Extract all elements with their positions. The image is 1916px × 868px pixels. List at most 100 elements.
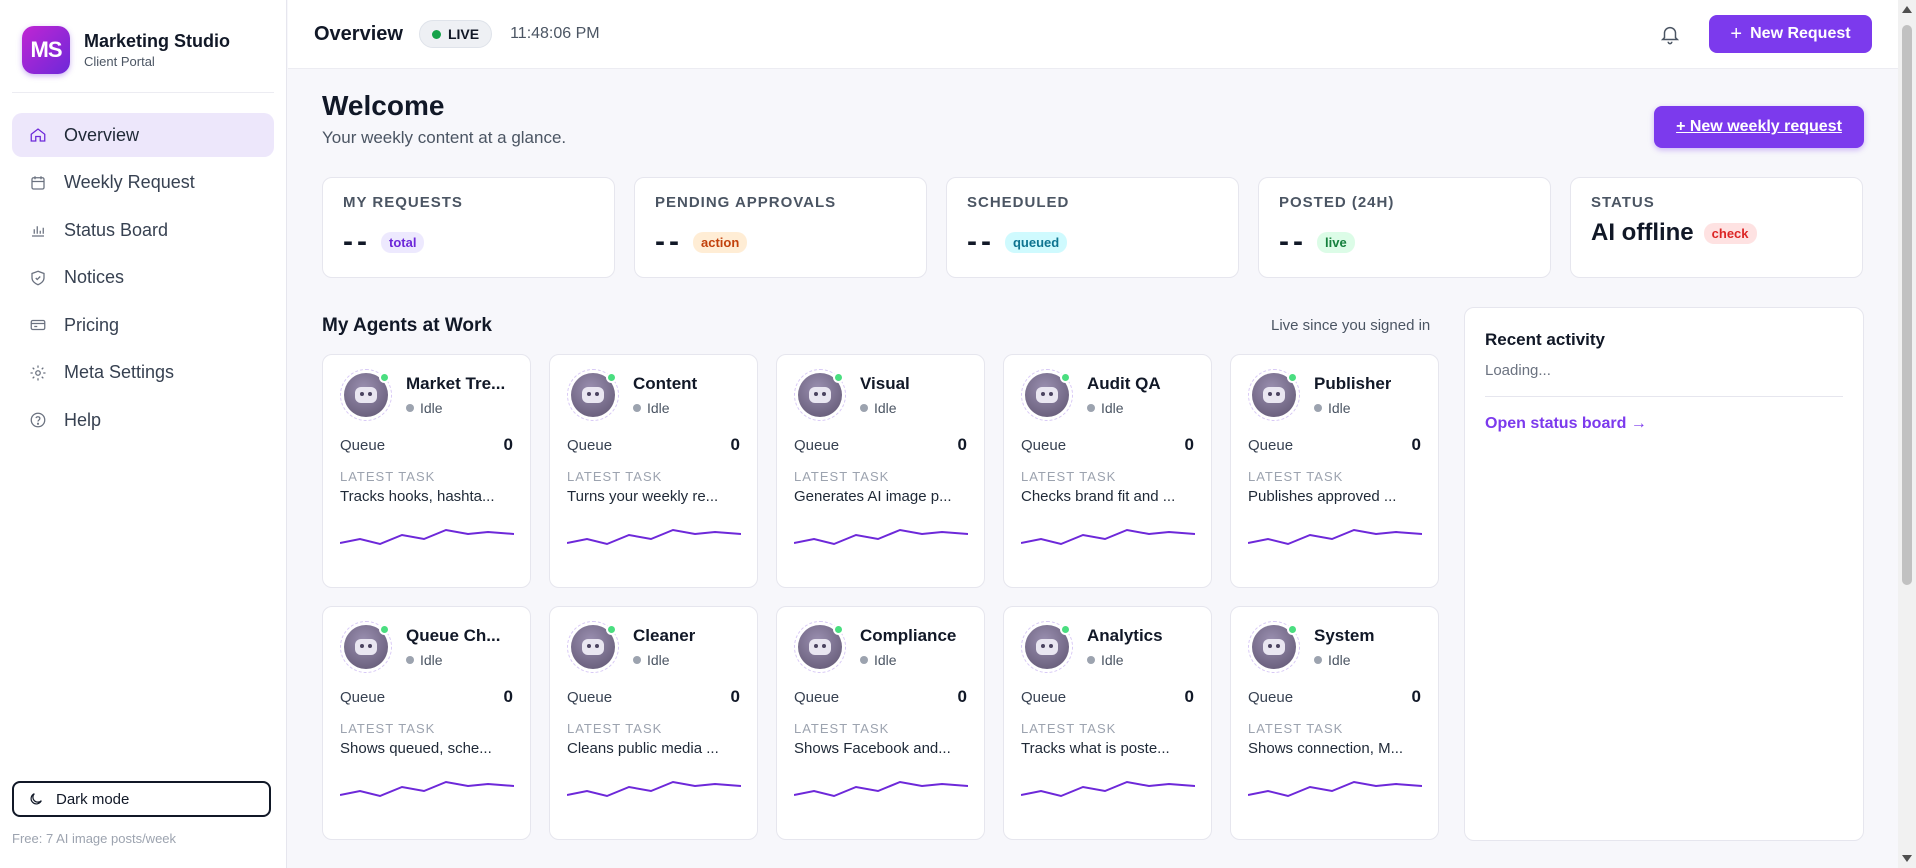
sidebar-item-meta-settings[interactable]: Meta Settings <box>12 351 274 395</box>
bar-chart-icon <box>28 220 48 240</box>
agent-avatar <box>567 621 619 673</box>
latest-task-text: Publishes approved ... <box>1248 488 1397 505</box>
status-dot-icon <box>633 656 641 664</box>
agent-avatar <box>340 621 392 673</box>
agent-name: Content <box>633 374 698 393</box>
sidebar-item-label: Help <box>64 409 102 430</box>
dark-mode-button[interactable]: Dark mode <box>12 781 271 817</box>
robot-icon <box>1263 639 1285 655</box>
stat-value: -- <box>1279 225 1307 258</box>
welcome-subtitle: Your weekly content at a glance. <box>322 128 567 147</box>
latest-task-label: LATEST TASK <box>1248 721 1344 736</box>
topbar: Overview LIVE 11:48:06 PM + New Request <box>288 0 1898 69</box>
sidebar-item-label: Weekly Request <box>64 172 195 192</box>
activity-sparkline <box>566 780 742 798</box>
stat-badge: queued <box>1004 231 1068 253</box>
sidebar-item-status-board[interactable]: Status Board <box>12 208 274 252</box>
scroll-up-icon[interactable] <box>1902 6 1912 13</box>
sidebar-item-overview[interactable]: Overview <box>12 113 274 157</box>
activity-sparkline <box>1020 528 1196 546</box>
online-dot-icon <box>1060 372 1071 383</box>
queue-label: Queue <box>794 688 840 706</box>
status-dot-icon <box>1087 404 1095 412</box>
stat-label: MY REQUESTS <box>343 194 463 211</box>
latest-task-text: Generates AI image p... <box>794 488 952 505</box>
sidebar-item-pricing[interactable]: Pricing <box>12 303 274 347</box>
sidebar-item-notices[interactable]: Notices <box>12 256 274 300</box>
status-dot-icon <box>860 404 868 412</box>
agent-status: Idle <box>1328 652 1351 668</box>
agent-avatar <box>1021 369 1073 421</box>
agent-card[interactable]: Compliance Idle Queue 0 LATEST TASK Shows Fac… <box>776 606 985 840</box>
agent-card[interactable]: Visual Idle Queue 0 LATEST TASK Generates AI … <box>776 354 985 588</box>
agent-avatar <box>1248 369 1300 421</box>
latest-task-label: LATEST TASK <box>567 721 663 736</box>
latest-task-text: Tracks hooks, hashta... <box>340 488 495 505</box>
queue-value: 0 <box>1411 435 1421 454</box>
latest-task-label: LATEST TASK <box>567 469 663 484</box>
agent-card[interactable]: Market Tre... Idle Queue 0 LATEST TASK Tracks… <box>322 354 531 588</box>
agents-section-title: My Agents at Work <box>322 315 492 336</box>
robot-icon <box>809 639 831 655</box>
sidebar-item-weekly-request[interactable]: Weekly Request <box>12 161 274 205</box>
robot-icon <box>355 387 377 403</box>
queue-value: 0 <box>503 687 513 706</box>
queue-label: Queue <box>1248 688 1294 706</box>
plan-note: Free: 7 AI image posts/week <box>12 831 177 846</box>
stat-label: POSTED (24H) <box>1279 194 1395 211</box>
latest-task-label: LATEST TASK <box>340 469 436 484</box>
latest-task-text: Shows queued, sche... <box>340 740 492 757</box>
robot-icon <box>582 639 604 655</box>
new-request-label: New Request <box>1750 25 1851 42</box>
open-status-board-link[interactable]: Open status board → <box>1485 415 1647 432</box>
agent-card[interactable]: Content Idle Queue 0 LATEST TASK Turns your w… <box>549 354 758 588</box>
activity-sparkline <box>1020 780 1196 798</box>
agent-card[interactable]: System Idle Queue 0 LATEST TASK Shows connect… <box>1230 606 1439 840</box>
agent-status: Idle <box>1328 400 1351 416</box>
queue-value: 0 <box>730 435 740 454</box>
help-icon <box>28 410 48 430</box>
live-badge: LIVE <box>418 20 493 48</box>
latest-task-text: Cleans public media ... <box>567 740 719 757</box>
new-weekly-request-button[interactable]: + New weekly request <box>1654 106 1864 148</box>
agent-card[interactable]: Audit QA Idle Queue 0 LATEST TASK Checks bran… <box>1003 354 1212 588</box>
robot-icon <box>1036 639 1058 655</box>
agent-status: Idle <box>874 652 897 668</box>
scroll-down-icon[interactable] <box>1902 855 1912 862</box>
brand-subtitle: Client Portal <box>84 54 155 69</box>
online-dot-icon <box>606 624 617 635</box>
agent-status: Idle <box>420 652 443 668</box>
page-title: Overview <box>314 22 403 45</box>
recent-activity-panel: Recent activity Loading... Open status b… <box>1464 307 1864 841</box>
home-icon <box>28 125 48 145</box>
agent-card[interactable]: Queue Ch... Idle Queue 0 LATEST TASK Shows qu… <box>322 606 531 840</box>
agent-avatar <box>1021 621 1073 673</box>
stat-badge: action <box>692 231 748 253</box>
activity-sparkline <box>1247 780 1423 798</box>
queue-value: 0 <box>1184 687 1194 706</box>
activity-sparkline <box>1247 528 1423 546</box>
scrollbar[interactable] <box>1898 0 1916 868</box>
scroll-thumb[interactable] <box>1902 25 1912 585</box>
latest-task-label: LATEST TASK <box>1248 469 1344 484</box>
agent-status: Idle <box>647 400 670 416</box>
agent-avatar <box>567 369 619 421</box>
agent-card[interactable]: Analytics Idle Queue 0 LATEST TASK Tracks wha… <box>1003 606 1212 840</box>
latest-task-text: Tracks what is poste... <box>1021 740 1170 757</box>
plus-icon: + <box>1730 22 1743 45</box>
latest-task-label: LATEST TASK <box>794 469 890 484</box>
sidebar-item-label: Pricing <box>64 314 120 335</box>
agent-card[interactable]: Cleaner Idle Queue 0 LATEST TASK Cleans publi… <box>549 606 758 840</box>
latest-task-label: LATEST TASK <box>1021 469 1117 484</box>
new-request-button[interactable]: + New Request <box>1709 15 1872 53</box>
robot-icon <box>582 387 604 403</box>
stat-value: -- <box>343 225 371 258</box>
stat-label: PENDING APPROVALS <box>655 194 837 211</box>
agent-card[interactable]: Publisher Idle Queue 0 LATEST TASK Publishes … <box>1230 354 1439 588</box>
stat-card-my-requests: MY REQUESTS -- total <box>322 177 615 278</box>
sidebar-item-help[interactable]: Help <box>12 398 274 442</box>
online-dot-icon <box>379 624 390 635</box>
notifications-button[interactable] <box>1659 23 1681 45</box>
latest-task-label: LATEST TASK <box>794 721 890 736</box>
robot-icon <box>1263 387 1285 403</box>
